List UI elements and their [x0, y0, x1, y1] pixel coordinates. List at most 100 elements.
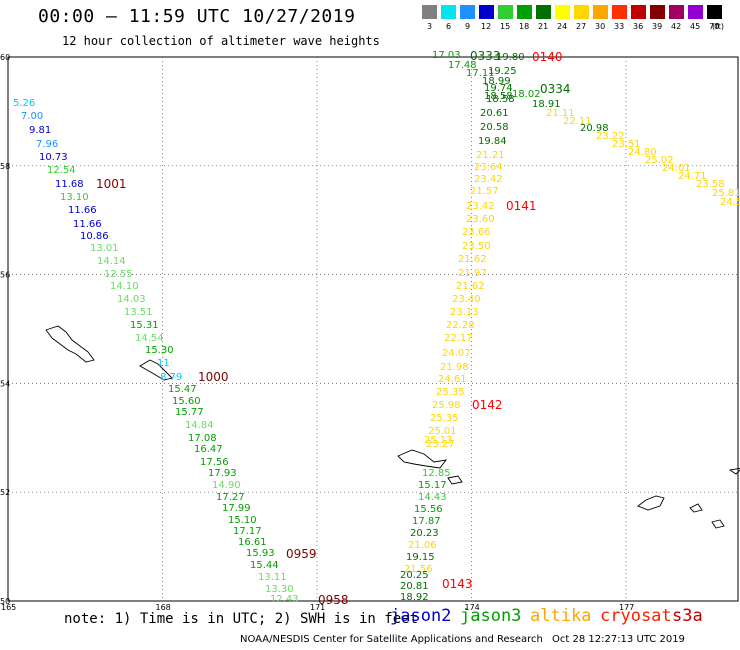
pass-time-label-1: 1000	[198, 370, 229, 384]
wave-value-right-26: 22.17	[444, 333, 473, 344]
footer-timestamp: Oct 28 12:27:13 UTC 2019	[552, 634, 685, 645]
pass-time-label-5: 0140	[532, 50, 563, 64]
lon-tick-168: 168	[156, 603, 171, 612]
legend-label-21: 21	[538, 22, 549, 31]
wave-value-right-10: 20.58	[480, 122, 509, 133]
wave-value-left-1: 7.00	[21, 111, 43, 122]
lon-tick-177: 177	[619, 603, 634, 612]
wave-value-right-24: 23.13	[450, 307, 479, 318]
wave-value-left-36: 15.93	[246, 548, 275, 559]
wave-value-left-26: 17.08	[188, 433, 217, 444]
lat-tick-60: 60	[0, 53, 10, 62]
wave-value-right-7: 18.58	[486, 94, 515, 105]
wave-value-left-31: 17.27	[216, 492, 245, 503]
wave-value-left-13: 12.55	[104, 269, 133, 280]
wave-value-left-22: 15.47	[168, 384, 197, 395]
pass-time-label-7: 0141	[506, 199, 537, 213]
wave-value-right-22: 21.62	[456, 281, 485, 292]
wave-value-right-11: 19.84	[478, 136, 507, 147]
lat-tick-50: 50	[0, 597, 10, 606]
pass-time-label-6: 0334	[540, 82, 571, 96]
satellite-label-jason3: jason3	[460, 606, 522, 626]
satellite-label-s3a: s3a	[672, 606, 703, 626]
lon-tick-165: 165	[1, 603, 16, 612]
wave-value-right-16: 23.42	[466, 201, 495, 212]
wave-value-right-4: 18.99	[482, 76, 511, 87]
island-outline-6	[711, 519, 725, 529]
wave-value-extra-1: 18.58	[484, 91, 513, 102]
wave-value-right-0: 17.03	[432, 50, 461, 61]
wave-value-right-41: 20.23	[410, 528, 439, 539]
wave-value-diag-5: 24.80	[628, 147, 657, 158]
wave-value-left-10: 10.86	[80, 231, 109, 242]
legend-swatch-27	[574, 5, 589, 19]
legend-label-30: 30	[595, 22, 606, 31]
island-outline-4	[637, 495, 665, 511]
footer-credit: NOAA/NESDIS Center for Satellite Applica…	[240, 634, 543, 645]
wave-value-left-20: 11	[157, 358, 170, 369]
pass-time-label-3: 0958	[318, 593, 349, 607]
legend-label-70: 70	[709, 22, 720, 31]
wave-value-left-9: 11.66	[73, 219, 102, 230]
legend-label-27: 27	[576, 22, 587, 31]
island-outline-7	[728, 467, 740, 475]
wave-value-right-14: 23.42	[474, 174, 503, 185]
wave-value-right-17: 23.60	[466, 214, 495, 225]
wave-value-right-1: 17.48	[448, 60, 477, 71]
legend-label-6: 6	[446, 22, 452, 31]
wave-value-diag-7: 24.01	[662, 163, 691, 174]
wave-value-right-32: 25.35	[430, 413, 459, 424]
legend-swatch-15	[498, 5, 513, 19]
wave-value-left-39: 13.30	[265, 584, 294, 595]
wave-value-right-45: 20.25	[400, 570, 429, 581]
wave-value-left-28: 17.56	[200, 457, 229, 468]
wave-value-right-37: 15.17	[418, 480, 447, 491]
island-outline-1	[139, 359, 173, 381]
wave-value-diag-10: 25.81	[712, 188, 740, 199]
satellite-label-jason2: jason2	[390, 606, 452, 626]
legend-label-3: 3	[427, 22, 433, 31]
wave-value-left-30: 14.90	[212, 480, 241, 491]
pass-time-label-4: 0333	[470, 49, 501, 63]
wave-value-right-20: 21.62	[458, 254, 487, 265]
legend-unit: (ft)	[712, 22, 725, 31]
legend-swatch-9	[460, 5, 475, 19]
map-frame	[7, 56, 739, 602]
wave-value-diag-3: 23.22	[596, 131, 625, 142]
wave-value-left-16: 13.51	[124, 307, 153, 318]
wave-value-right-35: 25.13	[424, 435, 453, 446]
wave-value-right-43: 19.15	[406, 552, 435, 563]
wave-value-left-0: 5.26	[13, 98, 35, 109]
wave-value-diag-6: 25.02	[645, 155, 674, 166]
wave-value-right-5: 19.74	[484, 83, 513, 94]
wave-value-diag-0: 21.11	[546, 108, 575, 119]
lat-tick-56: 56	[0, 271, 10, 280]
wave-value-right-40: 17.87	[412, 516, 441, 527]
legend-swatch-39	[650, 5, 665, 19]
island-outline-0	[45, 325, 95, 363]
wave-value-right-34: 23.27	[426, 439, 455, 450]
legend-label-39: 39	[652, 22, 663, 31]
lon-tick-174: 174	[465, 603, 480, 612]
wave-value-left-14: 14.10	[110, 281, 139, 292]
lon-tick-171: 171	[310, 603, 325, 612]
legend-swatch-24	[555, 5, 570, 19]
legend-swatch-45	[688, 5, 703, 19]
legend-swatch-42	[669, 5, 684, 19]
wave-value-left-11: 13.01	[90, 243, 119, 254]
wave-value-left-38: 13.11	[258, 572, 287, 583]
wave-value-left-3: 7.96	[36, 139, 58, 150]
wave-value-left-40: 12.43	[270, 594, 299, 605]
map-subtitle: 12 hour collection of altimeter wave hei…	[62, 34, 380, 48]
wave-value-right-36: 12.85	[422, 468, 451, 479]
wave-value-right-19: 23.50	[462, 241, 491, 252]
legend-label-18: 18	[519, 22, 530, 31]
wave-value-right-44: 21.56	[404, 564, 433, 575]
wave-value-left-32: 17.99	[222, 503, 251, 514]
legend-label-24: 24	[557, 22, 568, 31]
wave-value-right-18: 23.66	[462, 227, 491, 238]
wave-value-right-27: 24.07	[442, 348, 471, 359]
wave-value-left-33: 15.10	[228, 515, 257, 526]
legend-label-9: 9	[465, 22, 471, 31]
wave-value-left-15: 14.03	[117, 294, 146, 305]
